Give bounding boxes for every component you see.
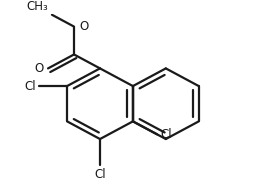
- Text: Cl: Cl: [160, 128, 171, 141]
- Text: CH₃: CH₃: [26, 0, 48, 13]
- Text: O: O: [79, 20, 88, 33]
- Text: Cl: Cl: [24, 79, 36, 93]
- Text: O: O: [35, 62, 44, 75]
- Text: Cl: Cl: [94, 168, 105, 181]
